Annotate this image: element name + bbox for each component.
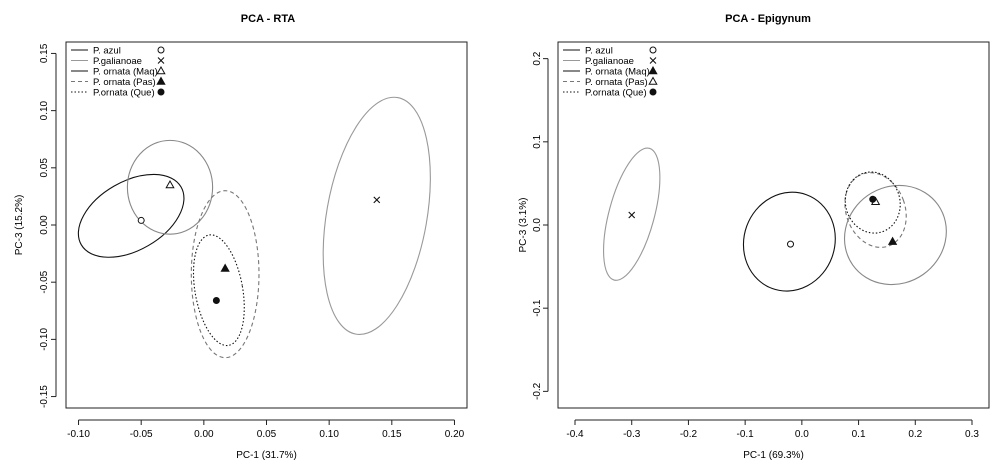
ellipse-p-ornata-pas- bbox=[190, 190, 260, 359]
ellipse-p-azul bbox=[77, 173, 185, 258]
x-tick-label: 0.10 bbox=[319, 429, 339, 440]
point-p-ornata-que- bbox=[212, 296, 220, 304]
chart-title: PCA - RTA bbox=[241, 13, 295, 25]
legend-label: P. ornata (Maq) bbox=[585, 67, 650, 78]
point-p-galianoae-stroke-b bbox=[373, 196, 381, 204]
x-tick-label: -0.2 bbox=[680, 429, 698, 440]
legend-marker bbox=[649, 57, 657, 64]
ellipse-p-ornata-maq- bbox=[126, 139, 214, 235]
y-tick-label: -0.10 bbox=[39, 328, 50, 351]
legend-label: P. ornata (Pas) bbox=[585, 77, 648, 88]
point-p-ornata-pas- bbox=[220, 263, 230, 272]
point-p-azul bbox=[137, 216, 145, 224]
ellipse-p-galianoae bbox=[603, 147, 661, 281]
legend-marker bbox=[157, 57, 165, 64]
x-tick-label: -0.10 bbox=[67, 429, 90, 440]
legend-marker bbox=[649, 46, 657, 54]
ellipse-p-ornata-pas- bbox=[844, 172, 907, 248]
legend-label: P.galianoae bbox=[585, 56, 634, 67]
x-tick-label: 0.2 bbox=[908, 429, 922, 440]
y-tick-label: 0.0 bbox=[532, 218, 543, 232]
y-tick-label: -0.1 bbox=[532, 299, 543, 317]
legend-label: P.galianoae bbox=[93, 56, 142, 67]
x-tick-label: 0.05 bbox=[257, 429, 277, 440]
legend-label: P.ornata (Que) bbox=[93, 88, 155, 99]
x-axis-label: PC-1 (31.7%) bbox=[236, 450, 297, 461]
y-axis-label: PC-3 (15.2%) bbox=[14, 195, 25, 256]
point-p-azul bbox=[787, 240, 795, 248]
point-p-galianoae-stroke-b bbox=[628, 211, 636, 219]
y-tick-label: -0.15 bbox=[39, 385, 50, 408]
legend-label: P. ornata (Pas) bbox=[93, 77, 156, 88]
y-tick-label: -0.05 bbox=[39, 270, 50, 293]
ellipse-p-azul bbox=[742, 191, 836, 292]
x-tick-label: 0.15 bbox=[382, 429, 402, 440]
y-tick-label: 0.05 bbox=[39, 158, 50, 178]
chart-title: PCA - Epigynum bbox=[725, 13, 811, 25]
x-tick-label: -0.1 bbox=[737, 429, 755, 440]
legend-marker bbox=[648, 76, 658, 85]
ellipse-p-ornata-maq- bbox=[843, 184, 947, 286]
plot-frame bbox=[65, 41, 468, 409]
point-p-ornata-maq- bbox=[887, 236, 898, 245]
x-tick-label: -0.3 bbox=[623, 429, 641, 440]
y-tick-label: -0.2 bbox=[532, 382, 543, 400]
chart-epigynum: PCA - Epigynum -0.4 -0.3 -0.2 -0.1 0.0 0.1 0.2 0… bbox=[518, 13, 990, 461]
legend-marker-stroke-b bbox=[157, 57, 165, 64]
legend-marker bbox=[649, 88, 657, 96]
x-tick-label: 0.1 bbox=[852, 429, 866, 440]
y-tick-label: 0.1 bbox=[532, 134, 543, 148]
ellipse-p-galianoae bbox=[322, 96, 431, 335]
y-tick-label: 0.00 bbox=[39, 215, 50, 235]
legend-marker bbox=[648, 65, 658, 75]
y-tick-label: 0.10 bbox=[39, 100, 50, 120]
x-tick-label: -0.4 bbox=[566, 429, 584, 440]
point-p-ornata-que- bbox=[869, 195, 877, 203]
x-tick-label: 0.20 bbox=[445, 429, 465, 440]
point-p-ornata-maq- bbox=[165, 179, 175, 189]
legend-marker bbox=[157, 46, 165, 54]
legend-marker-stroke-b bbox=[649, 57, 657, 64]
point-p-galianoae bbox=[373, 196, 381, 204]
y-axis-label: PC-3 (3.1%) bbox=[518, 197, 529, 252]
legend-label: P. azul bbox=[93, 46, 121, 57]
legend-marker bbox=[157, 88, 165, 96]
x-tick-label: -0.05 bbox=[130, 429, 153, 440]
legend-marker bbox=[156, 65, 166, 75]
legend-label: P.ornata (Que) bbox=[585, 88, 647, 99]
x-tick-label: 0.3 bbox=[965, 429, 979, 440]
x-tick-label: 0.00 bbox=[194, 429, 214, 440]
y-tick-label: 0.15 bbox=[39, 43, 50, 63]
y-tick-label: 0.2 bbox=[532, 51, 543, 65]
plot-frame bbox=[557, 41, 990, 409]
ellipse-p-ornata-que- bbox=[844, 171, 901, 234]
legend-label: P. ornata (Maq) bbox=[93, 67, 158, 78]
legend-marker bbox=[156, 76, 166, 85]
x-tick-label: 0.0 bbox=[795, 429, 809, 440]
x-axis-label: PC-1 (69.3%) bbox=[743, 450, 804, 461]
point-p-galianoae bbox=[628, 211, 636, 219]
ellipse-p-ornata-que- bbox=[192, 234, 245, 347]
legend-label: P. azul bbox=[585, 46, 613, 57]
chart-rta: PCA - RTA -0.10 -0.05 0.00 0.05 0.10 0.15 0.20 -… bbox=[14, 13, 468, 461]
